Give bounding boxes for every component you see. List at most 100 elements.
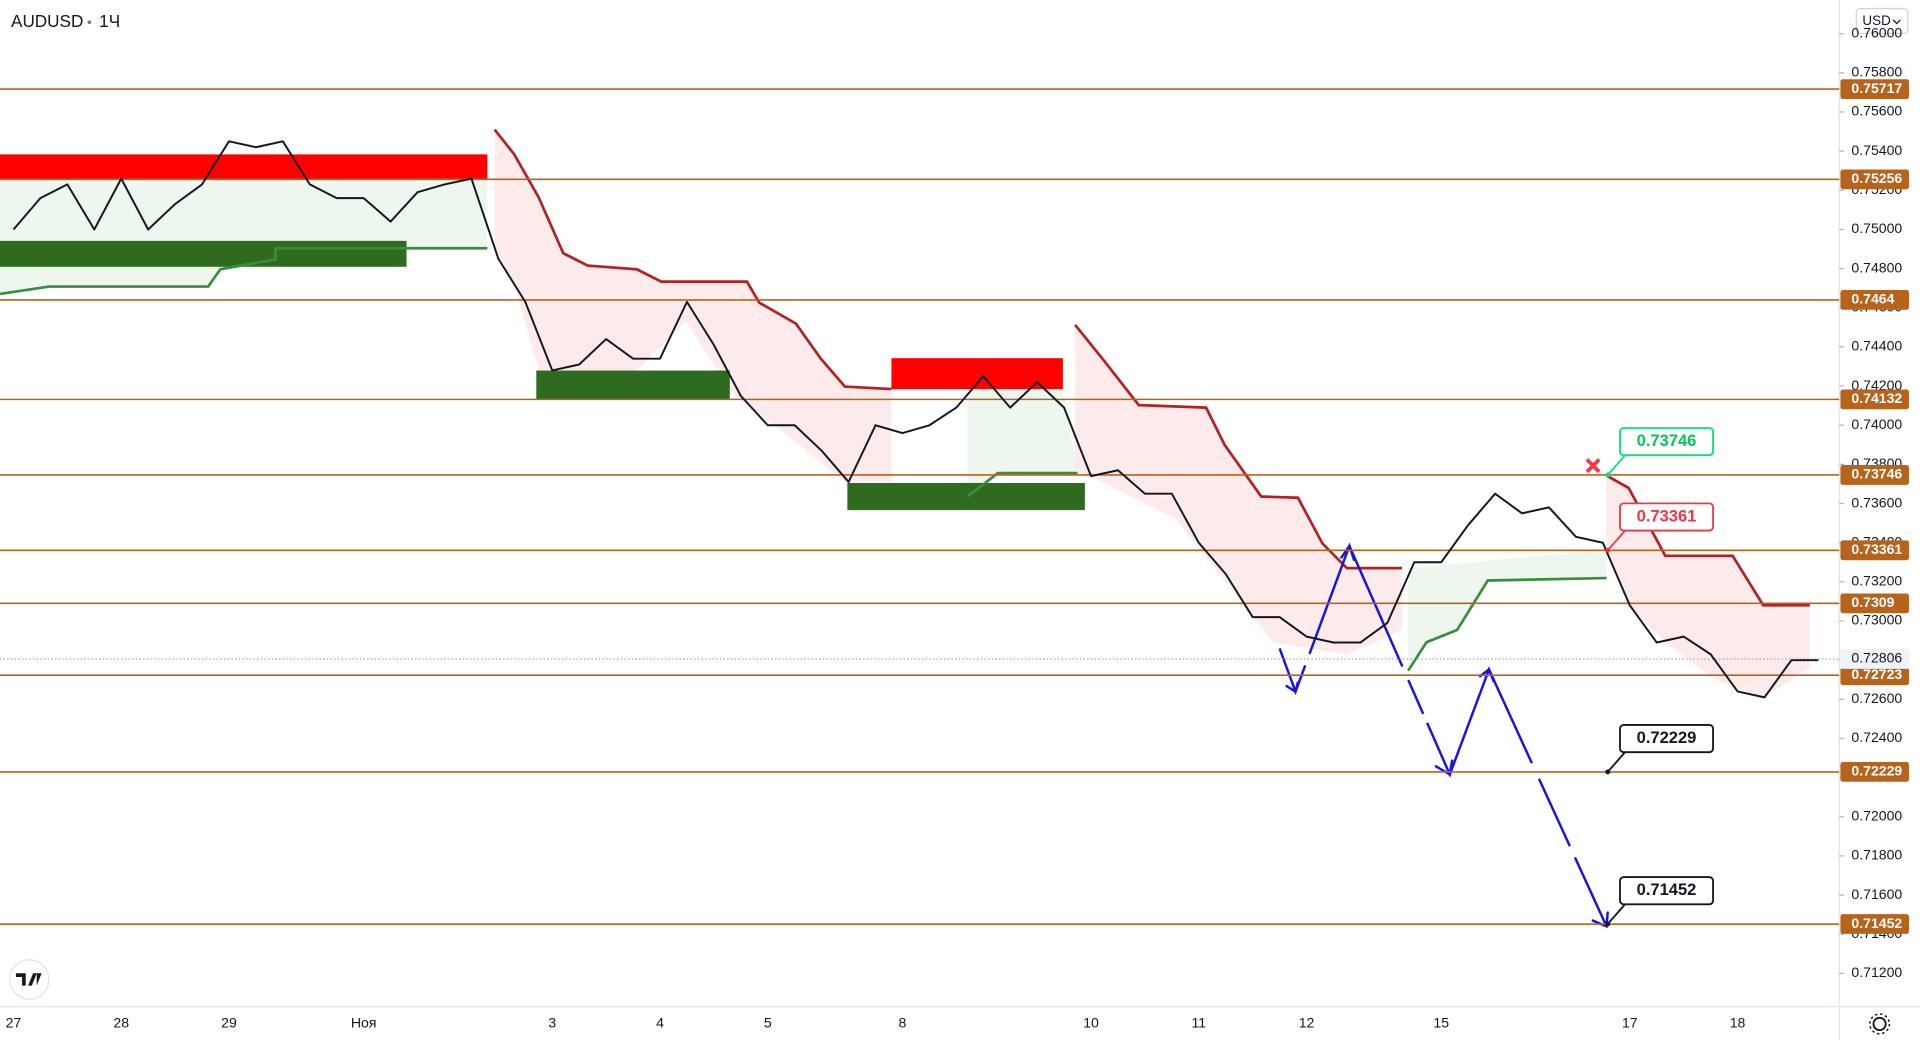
level-label: 0.73361 — [1851, 541, 1902, 557]
callout-box — [1619, 427, 1714, 457]
y-tick-label: 0.73200 — [1851, 573, 1902, 589]
level-label-box — [1840, 389, 1909, 410]
x-tick-label: 17 — [1622, 1015, 1638, 1031]
projection-arrowheads — [1285, 543, 1609, 929]
callout-pointer — [1607, 453, 1627, 476]
projection-path — [1278, 542, 1608, 927]
y-tick-label: 0.75800 — [1851, 64, 1902, 80]
y-tick-label: 0.75400 — [1851, 142, 1902, 158]
settings-icon[interactable] — [1869, 1013, 1891, 1035]
level-label: 0.74132 — [1851, 390, 1902, 406]
level-label-box — [1840, 762, 1909, 782]
currency-button[interactable]: USD — [1855, 8, 1909, 34]
callout-label: 0.71452 — [1637, 880, 1697, 899]
level-label-box — [1840, 665, 1909, 686]
callout-anchor — [1605, 921, 1611, 927]
trend-up-line — [966, 471, 1078, 498]
x-tick-label: 18 — [1730, 1015, 1746, 1031]
trend-fill-down — [1606, 475, 1810, 698]
callout-anchor — [1605, 547, 1611, 553]
callout-box — [1619, 724, 1714, 754]
chevron[interactable] — [1892, 19, 1901, 25]
level-label: 0.7464 — [1851, 291, 1894, 307]
trend-down-line — [493, 128, 892, 391]
x-tick-label: 12 — [1299, 1015, 1315, 1031]
y-tick-label: 0.73000 — [1851, 612, 1902, 628]
trend-lines — [0, 128, 1810, 672]
x-tick-label: 29 — [221, 1015, 237, 1031]
trend-down-line — [1605, 474, 1810, 607]
level-label: 0.75256 — [1851, 170, 1902, 186]
callout-label: 0.72229 — [1637, 728, 1697, 747]
x-tick-label: 8 — [899, 1015, 907, 1031]
callout-label: 0.73361 — [1637, 506, 1697, 525]
currency-button-box[interactable] — [1855, 8, 1909, 34]
trend-fill-up — [967, 389, 1078, 497]
level-label-box — [1840, 540, 1909, 561]
last-price-label: 0.72806 — [1851, 650, 1902, 666]
trend-up-line — [1407, 576, 1607, 672]
y-tick-label: 0.74200 — [1851, 377, 1902, 393]
gear[interactable] — [1872, 1016, 1887, 1032]
x-tick-label: 3 — [548, 1015, 556, 1031]
price-line — [12, 140, 1819, 699]
level-label-box — [1840, 290, 1909, 310]
logo-mark — [15, 973, 42, 986]
y-tick-label: 0.75000 — [1851, 220, 1902, 236]
callout-pointer — [1607, 528, 1627, 551]
callout-anchor — [1605, 472, 1611, 478]
x-tick-label: 15 — [1433, 1015, 1449, 1031]
y-tick-label: 0.71600 — [1851, 886, 1902, 902]
callout-box — [1619, 876, 1714, 906]
interval: 1Ч — [99, 11, 120, 31]
y-tick-label: 0.71200 — [1851, 964, 1902, 980]
demand-zone — [847, 482, 1085, 511]
y-tick-label: 0.72000 — [1851, 807, 1902, 823]
callout-anchor — [1605, 769, 1611, 775]
currency-label[interactable]: USD — [1862, 13, 1891, 28]
y-tick-label: 0.72400 — [1851, 729, 1902, 745]
demand-zone — [0, 240, 407, 267]
y-tick-label: 0.74000 — [1851, 416, 1902, 432]
last-price-box — [1840, 649, 1909, 669]
trend-fill-up — [1408, 549, 1607, 671]
supply-zone — [0, 154, 488, 180]
separator-dot — [87, 20, 92, 25]
level-label-box — [1840, 79, 1909, 99]
level-label: 0.7309 — [1851, 594, 1894, 610]
x-tick-label: 10 — [1083, 1015, 1099, 1031]
logo-circle — [9, 959, 50, 1000]
x-tick-label: 4 — [656, 1015, 664, 1031]
gear-teeth[interactable] — [1869, 1013, 1891, 1035]
level-label: 0.72229 — [1851, 763, 1902, 779]
x-tick-label: Ноя — [351, 1015, 377, 1031]
level-label-box — [1840, 465, 1909, 485]
y-tick-label: 0.74800 — [1851, 259, 1902, 275]
y-tick-label: 0.72600 — [1851, 690, 1902, 706]
callout-pointer — [1607, 750, 1627, 773]
demand-zone — [536, 370, 730, 399]
callout-label: 0.73746 — [1637, 431, 1697, 450]
trend-up-line — [0, 246, 488, 296]
trend-fill-down — [1075, 324, 1403, 655]
y-tick-label: 0.74400 — [1851, 338, 1902, 354]
level-label: 0.71452 — [1851, 915, 1902, 931]
y-tick-label: 0.76000 — [1851, 24, 1902, 40]
level-label-box — [1840, 593, 1909, 614]
level-label-box — [1840, 169, 1909, 190]
projection — [1278, 542, 1609, 929]
logo — [9, 959, 50, 1000]
x-tick-label: 28 — [113, 1015, 129, 1031]
stop-marker — [1585, 458, 1601, 474]
x-tick-label: 5 — [764, 1015, 772, 1031]
level-label: 0.72723 — [1851, 666, 1902, 682]
callout-pointer — [1607, 902, 1627, 925]
x-tick-label: 11 — [1191, 1015, 1206, 1031]
trend-fill-down — [494, 129, 892, 482]
y-tick-label: 0.73600 — [1851, 494, 1902, 510]
trend-down-line — [1074, 323, 1403, 570]
x-tick-label: 27 — [6, 1015, 22, 1031]
y-tick-label: 0.71800 — [1851, 847, 1902, 863]
